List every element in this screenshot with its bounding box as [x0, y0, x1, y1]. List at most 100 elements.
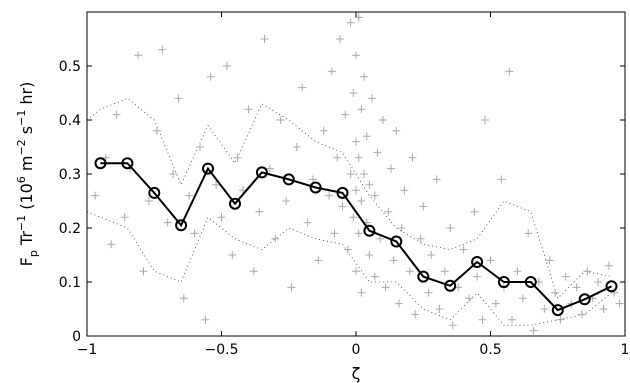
scatter-point: [583, 267, 592, 276]
scatter-point: [354, 13, 363, 22]
scatter-point: [341, 110, 350, 119]
scatter-point: [349, 213, 358, 222]
scatter-point: [276, 116, 285, 124]
scatter-point: [330, 229, 339, 238]
y-axis-ticks: 0 0.1 0.2 0.3 0.4 0.5: [59, 59, 625, 345]
scatter-point: [346, 170, 355, 178]
scatter-point: [201, 315, 210, 324]
y-tick-label: 0.2: [59, 221, 81, 237]
x-tick-label: 0: [352, 342, 361, 358]
scatter-point: [107, 240, 116, 249]
scatter-point: [408, 153, 417, 162]
scatter-point: [513, 267, 522, 276]
x-tick-label: 1: [621, 342, 630, 358]
y-tick-label: 0.1: [59, 275, 81, 291]
scatter-point: [314, 256, 323, 265]
scatter-point: [572, 283, 581, 292]
scatter-point: [298, 83, 307, 92]
scatter-point: [424, 288, 433, 297]
y-tick-label: 0.4: [59, 113, 81, 129]
scatter-point: [384, 207, 393, 216]
scatter-point: [508, 315, 516, 324]
scatter-point: [365, 251, 374, 259]
scatter-point: [346, 18, 355, 27]
y-label-unit-close: hr): [17, 82, 36, 110]
lower-envelope-line: [86, 211, 612, 326]
scatter-point: [392, 126, 401, 135]
scatter-point: [448, 321, 457, 330]
scatter-point: [260, 35, 269, 43]
y-label-mid: Tr: [17, 231, 36, 251]
scatter-point: [491, 299, 500, 308]
x-tick-label: −1: [77, 342, 98, 358]
y-label-mid-sup: −1: [15, 215, 28, 231]
scatter-point: [287, 283, 296, 292]
mean-marker: [417, 270, 430, 283]
scatter-point: [158, 45, 167, 54]
scatter-point: [325, 191, 334, 200]
mean-marker: [148, 186, 161, 199]
scatter-point: [139, 267, 148, 276]
scatter-point: [174, 94, 183, 103]
scatter-point: [529, 326, 538, 335]
envelope-lines: [86, 97, 612, 326]
scatter-point: [228, 251, 237, 259]
scatter-point: [540, 305, 549, 313]
y-label-unit-s: s: [17, 126, 36, 139]
mean-marker: [551, 304, 564, 317]
scatter-point: [357, 288, 366, 297]
scatter-point: [152, 126, 161, 135]
scatter-point: [440, 267, 449, 276]
mean-marker: [202, 162, 214, 175]
y-label-unit-m: m: [17, 156, 36, 177]
scatter-point: [196, 143, 204, 151]
scatter-point: [561, 272, 570, 281]
scatter-point: [112, 110, 121, 119]
y-tick-label: 0.3: [59, 167, 81, 183]
mean-marker: [363, 224, 376, 237]
scatter-point: [381, 283, 390, 292]
scatter-point: [416, 234, 425, 243]
scatter-point: [352, 186, 360, 195]
y-label-unit-exp2: −2: [15, 139, 28, 155]
scatter-point: [432, 175, 441, 184]
mean-series: [94, 157, 618, 317]
scatter-point: [163, 218, 172, 227]
scatter-point: [397, 224, 406, 232]
scatter-point: [486, 256, 495, 265]
mean-marker: [121, 157, 134, 170]
mean-marker: [309, 181, 322, 194]
mean-marker: [94, 157, 107, 170]
scatter-point: [338, 202, 347, 211]
scatter-point: [389, 256, 398, 265]
x-axis-label: ζ: [352, 364, 361, 383]
scatter-point: [400, 186, 409, 195]
scatter-point: [435, 305, 444, 313]
scatter-point: [309, 175, 317, 184]
scatter-point: [343, 245, 352, 254]
mean-marker: [229, 197, 241, 210]
scatter-point: [222, 62, 231, 70]
mean-marker: [175, 219, 188, 232]
scatter-point: [370, 272, 379, 281]
y-label-unit-exp3: −1: [15, 110, 28, 126]
y-label-unit-open: (10: [17, 183, 36, 215]
scatter-point: [427, 251, 436, 259]
scatter-point: [545, 256, 554, 265]
scatter-point: [190, 229, 199, 238]
x-axis-ticks: −1 −0.5 0 0.5 1: [77, 12, 630, 358]
y-label-prefix-sub: p: [27, 250, 40, 257]
scatter-point: [352, 51, 360, 60]
scatter-point: [120, 213, 129, 222]
scatter-point: [362, 132, 371, 141]
y-label-unit-exp1: 6: [15, 176, 28, 183]
scatter-point: [518, 294, 527, 303]
scatter-point: [303, 218, 312, 227]
scatter-point: [169, 170, 178, 178]
scatter-point: [282, 197, 291, 205]
scatter-point: [91, 191, 100, 200]
scatter-point: [360, 72, 369, 81]
scatter-point: [373, 148, 382, 157]
scatter-point: [615, 299, 624, 308]
scatter-point: [481, 116, 490, 124]
